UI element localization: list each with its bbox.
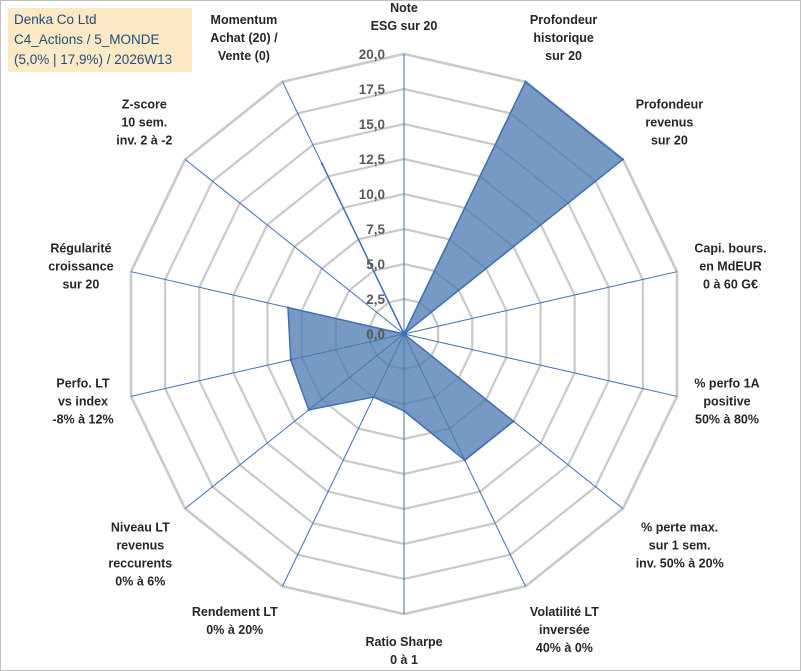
axis-label-group: Profondeur revenus sur 20: [636, 98, 703, 148]
axis-label: Perfo. LT: [56, 377, 110, 391]
series-point: [372, 395, 375, 399]
axis-label-group: Capi. bours. en MdEUR 0 à 60 G€: [694, 241, 766, 291]
axis-label: 0 à 60 G€: [703, 277, 758, 291]
axis-label: 40% à 0%: [536, 641, 593, 655]
axis-label: historique: [533, 31, 593, 45]
axis-label: inv. 2 à -2: [116, 134, 172, 148]
chart-title-box: Denka Co Ltd C4_Actions / 5_MONDE (5,0% …: [8, 8, 192, 72]
tick-label: 0,0: [366, 327, 385, 342]
series-point: [402, 409, 406, 413]
axis-label: % perfo 1A: [694, 377, 759, 391]
axis-label-group: Profondeur historique sur 20: [530, 13, 597, 63]
title-company: Denka Co Ltd: [14, 12, 97, 27]
axis-label-group: Note ESG sur 20: [371, 1, 438, 33]
tick-label: 17,5: [359, 82, 386, 97]
axis-label: Ratio Sharpe: [365, 635, 442, 649]
series-point: [621, 158, 625, 161]
axis-label: Profondeur: [636, 98, 703, 112]
axis-label: Capi. bours.: [694, 241, 766, 255]
axis-label: sur 20: [62, 277, 99, 291]
axis-label: vs index: [58, 395, 108, 409]
axis-label: -8% à 12%: [52, 413, 113, 427]
series-point: [524, 80, 527, 83]
series-point: [289, 358, 292, 362]
axis-label: Régularité: [50, 241, 111, 255]
axis-label: inversée: [539, 623, 590, 637]
series-point: [512, 420, 515, 423]
radar-axis-labels: Note ESG sur 20 Profondeur historique sur 20…: [48, 1, 766, 667]
axis-label: Z-score: [122, 98, 167, 112]
axis-label: Rendement LT: [192, 605, 278, 619]
axis-spoke: [403, 271, 678, 335]
axis-label-group: Ratio Sharpe 0 à 1: [365, 635, 442, 667]
series-point: [286, 306, 290, 309]
title-category: C4_Actions / 5_MONDE: [14, 32, 160, 47]
tick-label: 10,0: [359, 187, 385, 202]
axis-label: Profondeur: [530, 13, 597, 27]
axis-label-group: Niveau LT revenus reccurents 0% à 6%: [108, 521, 172, 589]
axis-label-group: Momentum Achat (20) / Vente (0): [210, 13, 278, 63]
tick-label: 7,5: [366, 222, 385, 237]
axis-label: Volatilité LT: [530, 605, 599, 619]
series-point: [320, 162, 324, 165]
tick-label: 20,0: [359, 47, 385, 62]
series-point: [307, 408, 310, 412]
axis-label: Niveau LT: [111, 521, 170, 535]
series-area: [287, 80, 625, 462]
axis-label: Achat (20) /: [210, 31, 278, 45]
axis-label-group: Régularité croissance sur 20: [48, 241, 113, 291]
axis-label-group: Rendement LT 0% à 20%: [192, 605, 278, 637]
axis-label-group: % perfo 1A positive 50% à 80%: [694, 377, 759, 427]
axis-label: ESG sur 20: [371, 19, 438, 33]
axis-label: inv. 50% à 20%: [636, 557, 724, 571]
axis-label: 50% à 80%: [695, 413, 759, 427]
axis-label: revenus: [645, 116, 693, 130]
series-point: [463, 458, 466, 462]
axis-label: reccurents: [108, 557, 172, 571]
axis-label: 10 sem.: [121, 116, 167, 130]
axis-label: sur 1 sem.: [649, 539, 711, 553]
tick-label: 15,0: [359, 117, 385, 132]
axis-label: 0% à 20%: [206, 623, 263, 637]
title-stats: (5,0% | 17,9%) / 2026W13: [14, 52, 173, 67]
axis-label: sur 20: [545, 49, 582, 63]
axis-label: Note: [390, 1, 418, 15]
axis-label: Momentum: [211, 13, 278, 27]
axis-label: Vente (0): [218, 49, 270, 63]
radar-tick-labels: 0,0 2,5 5,0 7,5 10,0 12,5 15,0 17,5 20,0: [359, 47, 386, 342]
axis-label: 0 à 1: [390, 653, 418, 667]
axis-label-group: % perte max. sur 1 sem. inv. 50% à 20%: [636, 521, 724, 571]
axis-spoke: [403, 333, 678, 397]
axis-label: en MdEUR: [699, 259, 762, 273]
axis-label: sur 20: [651, 134, 688, 148]
axis-label-group: Perfo. LT vs index -8% à 12%: [52, 377, 113, 427]
radar-series: [286, 80, 625, 462]
tick-label: 2,5: [366, 292, 385, 307]
axis-spoke: [184, 159, 405, 335]
axis-label-group: Z-score 10 sem. inv. 2 à -2: [116, 98, 172, 148]
tick-label: 12,5: [359, 152, 386, 167]
axis-label: positive: [703, 395, 750, 409]
axis-label: % perte max.: [641, 521, 718, 535]
tick-label: 5,0: [366, 257, 385, 272]
axis-label: 0% à 6%: [115, 575, 165, 589]
series-point: [402, 332, 406, 336]
axis-label-group: Volatilité LT inversée 40% à 0%: [530, 605, 599, 655]
axis-label: croissance: [48, 259, 113, 273]
axis-label: revenus: [116, 539, 164, 553]
